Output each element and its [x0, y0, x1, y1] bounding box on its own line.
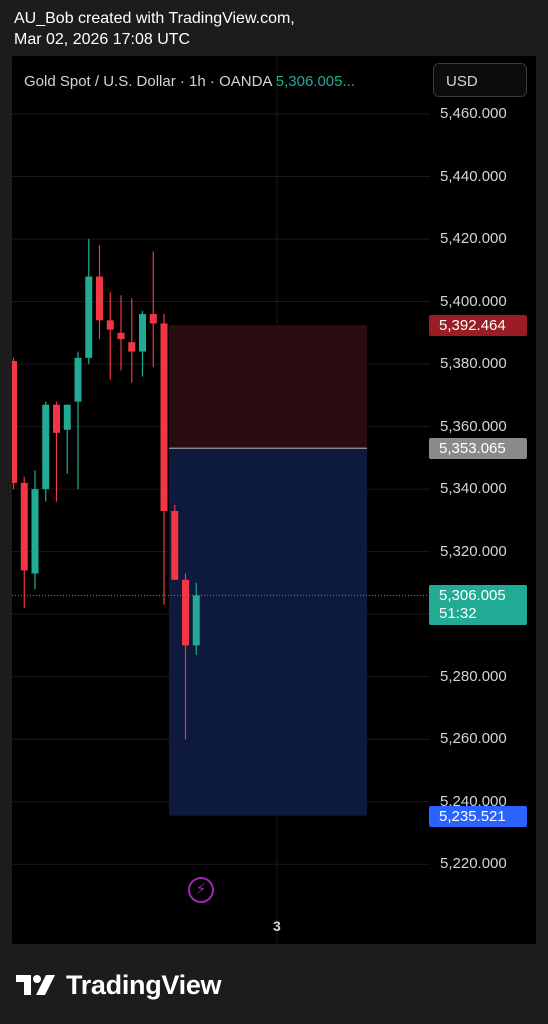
- entry-price-badge: 5,353.065: [429, 438, 527, 459]
- symbol-price: 5,306.005...: [275, 73, 355, 90]
- y-tick-label: 5,460.000: [440, 105, 507, 122]
- candle-body: [128, 342, 136, 352]
- y-tick-label: 5,400.000: [440, 292, 507, 310]
- x-axis-label: 3: [273, 918, 281, 934]
- candle-body: [74, 357, 82, 402]
- tradingview-logo-icon: [16, 975, 55, 995]
- y-tick-label: 5,360.000: [440, 417, 507, 435]
- symbol-name: Gold Spot / U.S. Dollar · 1h · OANDA: [24, 73, 272, 90]
- take-profit-label: 5,235.521: [439, 808, 506, 825]
- y-tick-label: 5,320.000: [440, 542, 507, 560]
- countdown-label: 51:32: [439, 605, 477, 622]
- y-tick-label: 5,380.000: [440, 355, 507, 373]
- currency-button[interactable]: USD: [433, 63, 527, 97]
- tradingview-brand[interactable]: TradingView: [16, 968, 222, 1002]
- take-profit-price-badge: 5,235.521: [429, 806, 527, 827]
- candle-body: [192, 595, 200, 646]
- candle-body: [139, 314, 146, 352]
- y-tick-label: 5,240.000: [440, 792, 507, 810]
- candle-body: [12, 360, 17, 483]
- current-price-badge: 5,306.005 51:32: [429, 585, 527, 625]
- candle-body: [106, 320, 114, 330]
- candle-body: [42, 404, 50, 490]
- y-tick-label: 5,260.000: [440, 730, 507, 748]
- chart-canvas[interactable]: [12, 56, 536, 944]
- chart-panel[interactable]: Gold Spot / U.S. Dollar · 1h · OANDA 5,3…: [12, 56, 536, 944]
- candle-body: [85, 276, 93, 358]
- candle-body: [63, 404, 71, 430]
- take-profit-zone: [169, 448, 367, 816]
- lightning-bolt-icon[interactable]: ⚡︎: [188, 877, 214, 903]
- candle-body: [182, 579, 189, 646]
- candle-body: [96, 276, 103, 321]
- attribution-date: Mar 02, 2026 17:08 UTC: [14, 31, 191, 48]
- candle-body: [20, 482, 28, 571]
- candle-body: [160, 323, 168, 512]
- y-tick-label: 5,420.000: [440, 230, 507, 248]
- y-tick-label: 5,440.000: [440, 167, 507, 185]
- chart-attribution: AU_Bob created with TradingView.com, Mar…: [14, 8, 295, 50]
- candle-body: [53, 404, 60, 433]
- stop-loss-price-badge: 5,392.464: [429, 315, 527, 336]
- candle-body: [149, 314, 157, 324]
- candle-body: [31, 489, 39, 574]
- brand-name: TradingView: [66, 969, 222, 1000]
- candle-body: [117, 332, 125, 340]
- stop-loss-zone: [169, 325, 367, 449]
- y-tick-label: 5,280.000: [440, 667, 507, 685]
- entry-label: 5,353.065: [439, 440, 506, 457]
- attribution-line: AU_Bob created with TradingView.com,: [14, 10, 295, 27]
- symbol-info[interactable]: Gold Spot / U.S. Dollar · 1h · OANDA 5,3…: [24, 73, 355, 90]
- stop-loss-label: 5,392.464: [439, 317, 506, 334]
- candle-body: [171, 511, 179, 580]
- y-tick-label: 5,220.000: [440, 855, 507, 873]
- y-tick-label: 5,340.000: [440, 480, 507, 498]
- current-price-label: 5,306.005: [439, 587, 506, 604]
